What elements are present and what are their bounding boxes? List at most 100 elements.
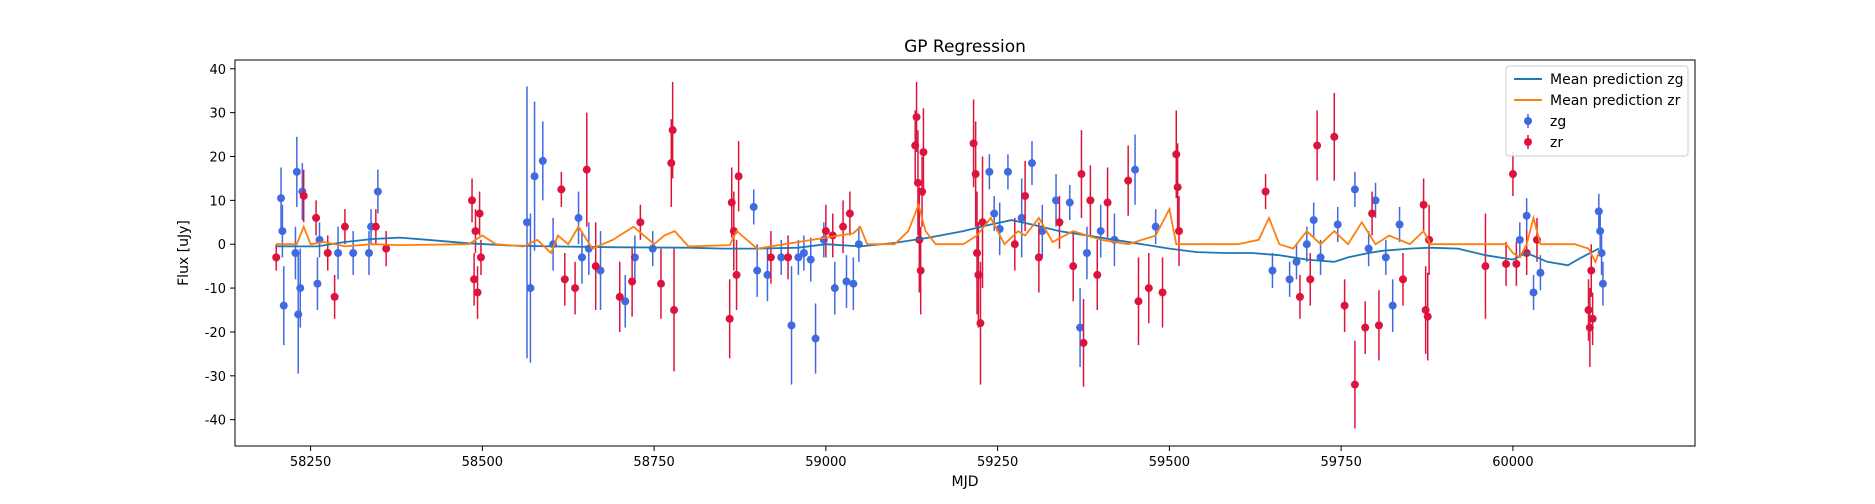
zg-point <box>1131 165 1140 174</box>
zr-point <box>667 159 676 168</box>
mean-prediction-zr-line <box>276 201 1600 264</box>
y-tick-label: 0 <box>218 238 226 253</box>
x-tick-label: 59250 <box>977 455 1018 470</box>
zr-point <box>591 262 600 271</box>
zg-point <box>842 277 851 286</box>
zg-point <box>1594 207 1603 216</box>
zg-point <box>574 213 583 222</box>
zg-point <box>1151 222 1160 231</box>
zg-point <box>530 172 539 181</box>
zr-point <box>1512 259 1521 268</box>
zg-point <box>811 334 820 343</box>
legend-marker-swatch <box>1524 138 1532 146</box>
zr-point <box>1361 323 1370 332</box>
zr-point <box>636 218 645 227</box>
zr-point <box>1481 262 1490 271</box>
zr-point <box>670 306 679 315</box>
zr-point <box>468 196 477 205</box>
zg-point <box>526 284 535 293</box>
plot-frame <box>234 59 1696 447</box>
zr-point <box>557 185 566 194</box>
zg-point <box>830 284 839 293</box>
zr-point <box>1306 275 1315 284</box>
zg-point <box>1598 279 1607 288</box>
x-tick-label: 59000 <box>805 455 846 470</box>
y-tick-label: 10 <box>209 194 226 209</box>
zg-point <box>1395 220 1404 229</box>
y-tick-label: 40 <box>209 63 226 78</box>
zg-point <box>1597 249 1606 257</box>
zr-point <box>471 227 480 236</box>
zg-point <box>799 249 808 257</box>
zr-point <box>1077 170 1086 179</box>
zr-point <box>571 284 580 293</box>
zr-point <box>1295 292 1304 301</box>
legend-marker-swatch <box>1524 117 1532 125</box>
zr-point <box>1419 200 1428 209</box>
zg-point <box>277 194 286 203</box>
zr-point <box>1134 297 1143 306</box>
legend-label: zg <box>1550 114 1566 130</box>
mean-prediction-zg-line <box>276 219 1600 267</box>
zg-point <box>806 255 815 264</box>
zg-point <box>1302 240 1311 249</box>
zg-point <box>990 209 999 218</box>
zr-point <box>476 253 485 262</box>
zr-point <box>1368 209 1377 218</box>
zr-point <box>913 178 922 187</box>
zg-point <box>1529 288 1538 297</box>
zg-point <box>777 253 786 262</box>
zg-point <box>1052 196 1061 205</box>
zg-point <box>621 297 630 306</box>
zr-point <box>1313 141 1322 150</box>
zr-point <box>473 288 482 297</box>
zr-point <box>1093 270 1102 279</box>
zg-point <box>985 167 994 176</box>
zr-point <box>1588 314 1597 323</box>
zr-point <box>1423 312 1432 321</box>
x-axis-label: MJD <box>952 474 979 490</box>
legend-box <box>1505 65 1689 157</box>
zg-point <box>1003 167 1012 176</box>
zg-point <box>334 249 343 257</box>
zg-point <box>1515 235 1524 244</box>
zr-point <box>299 191 308 200</box>
zr-point <box>839 222 848 231</box>
zg-point <box>279 301 288 310</box>
zr-point <box>766 253 775 262</box>
zr-point <box>971 170 980 179</box>
zr-point <box>1144 284 1153 293</box>
zr-point <box>470 275 479 284</box>
legend-label: Mean prediction zr <box>1550 93 1681 109</box>
zg-point <box>1333 220 1342 229</box>
y-tick-label: -20 <box>205 326 226 341</box>
zr-point <box>1261 187 1270 196</box>
zg-point <box>1292 257 1301 266</box>
zr-point <box>725 314 734 323</box>
zg-point <box>1017 213 1026 222</box>
zr-point <box>371 222 380 231</box>
zg-point <box>1350 185 1359 194</box>
zg-point <box>1388 301 1397 310</box>
zr-point <box>560 275 569 284</box>
zg-point <box>1027 159 1036 168</box>
y-tick-label: 30 <box>209 107 226 122</box>
legend-label: Mean prediction zg <box>1550 72 1684 88</box>
zr-point <box>1508 170 1517 179</box>
zr-point <box>1584 306 1593 315</box>
zr-point <box>912 113 921 122</box>
zg-point <box>753 266 762 275</box>
zr-point <box>615 292 624 301</box>
zg-point <box>373 187 382 196</box>
chart-title: GP Regression <box>904 37 1026 57</box>
zr-point <box>1399 275 1407 284</box>
zg-point <box>1371 196 1380 205</box>
zr-point <box>628 277 637 286</box>
zr-point <box>845 209 854 218</box>
zg-point <box>292 167 301 176</box>
zr-point <box>382 244 391 253</box>
zr-point <box>976 319 985 328</box>
zg-point <box>1522 211 1531 220</box>
zg-point <box>538 156 547 165</box>
zg-point <box>523 218 531 227</box>
